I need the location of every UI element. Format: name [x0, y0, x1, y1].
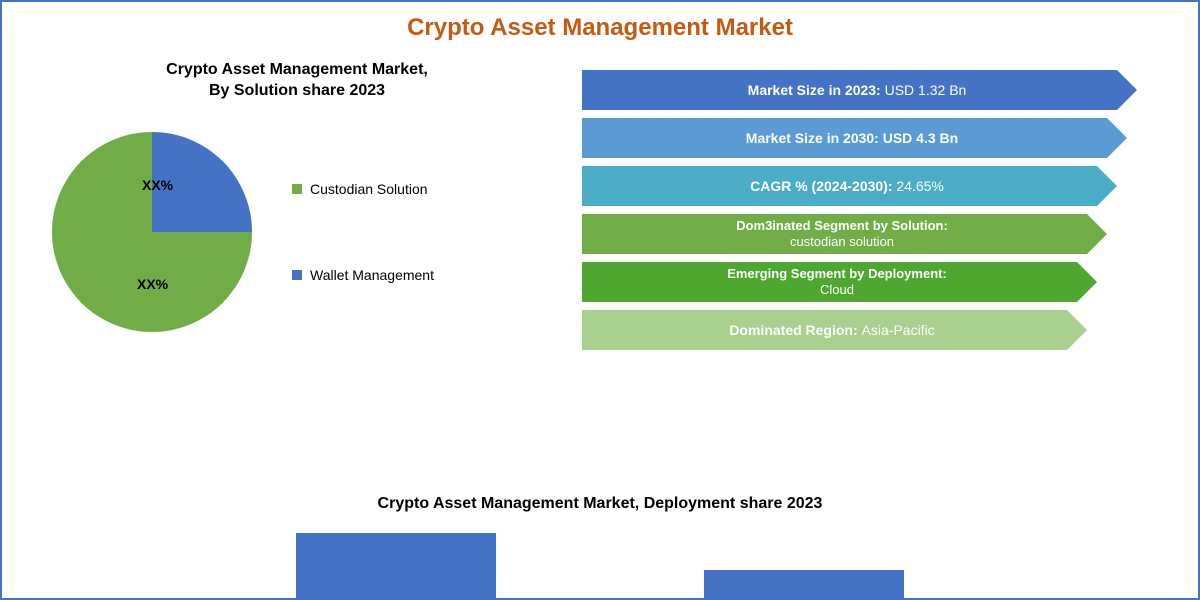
bar — [296, 533, 496, 598]
arrow-head-icon — [1067, 310, 1087, 350]
pie-chart-title: Crypto Asset Management Market, By Solut… — [42, 60, 552, 102]
metric-body: Dom3inated Segment by Solution:custodian… — [582, 214, 1087, 254]
metric-row: Dominated Region: Asia-Pacific — [582, 310, 1152, 350]
metric-row: Market Size in 2030: USD 4.3 Bn — [582, 118, 1152, 158]
metric-text: CAGR % (2024-2030): 24.65% — [750, 178, 944, 195]
metric-row: Emerging Segment by Deployment:Cloud — [582, 262, 1152, 302]
arrow-head-icon — [1107, 118, 1127, 158]
pie-legend: Custodian Solution Wallet Management — [292, 181, 434, 283]
pie-svg — [42, 122, 262, 342]
pie-area: XX% XX% Custodian Solution Wallet Manage… — [42, 122, 552, 342]
bar-chart-panel: Crypto Asset Management Market, Deployme… — [2, 495, 1198, 598]
metric-value: Cloud — [820, 282, 854, 298]
metric-body: Market Size in 2030: USD 4.3 Bn — [582, 118, 1107, 158]
metric-body: CAGR % (2024-2030): 24.65% — [582, 166, 1097, 206]
legend-custodian: Custodian Solution — [292, 181, 434, 197]
metric-body: Dominated Region: Asia-Pacific — [582, 310, 1067, 350]
pie-chart-panel: Crypto Asset Management Market, By Solut… — [22, 50, 572, 352]
bar-chart-title: Crypto Asset Management Market, Deployme… — [42, 495, 1158, 513]
metric-label: Emerging Segment by Deployment: — [727, 266, 947, 282]
metric-text: Market Size in 2030: USD 4.3 Bn — [746, 130, 958, 147]
metric-row: CAGR % (2024-2030): 24.65% — [582, 166, 1152, 206]
metric-text: Dominated Region: Asia-Pacific — [729, 322, 934, 339]
metric-row: Dom3inated Segment by Solution:custodian… — [582, 214, 1152, 254]
metric-label: Dom3inated Segment by Solution: — [736, 218, 948, 234]
legend-custodian-text: Custodian Solution — [310, 181, 428, 197]
main-title: Crypto Asset Management Market — [2, 2, 1198, 50]
metrics-panel: Market Size in 2023: USD 1.32 Bn Market S… — [572, 50, 1162, 352]
metric-text: Market Size in 2023: USD 1.32 Bn — [748, 82, 967, 99]
metric-body: Emerging Segment by Deployment:Cloud — [582, 262, 1077, 302]
arrow-head-icon — [1097, 166, 1117, 206]
metric-body: Market Size in 2023: USD 1.32 Bn — [582, 70, 1117, 110]
metric-value: custodian solution — [790, 234, 894, 250]
pie-wrap: XX% XX% — [42, 122, 262, 342]
swatch-wallet — [292, 270, 302, 280]
metric-row: Market Size in 2023: USD 1.32 Bn — [582, 70, 1152, 110]
arrow-head-icon — [1087, 214, 1107, 254]
bar — [704, 570, 904, 598]
swatch-custodian — [292, 184, 302, 194]
pie-label-wallet: XX% — [142, 177, 173, 193]
bars-container — [42, 528, 1158, 598]
pie-title-line1: Crypto Asset Management Market, — [166, 61, 428, 78]
arrow-head-icon — [1117, 70, 1137, 110]
pie-title-line2: By Solution share 2023 — [209, 82, 385, 99]
arrow-head-icon — [1077, 262, 1097, 302]
pie-label-custodian: XX% — [137, 276, 168, 292]
legend-wallet-text: Wallet Management — [310, 267, 434, 283]
legend-wallet: Wallet Management — [292, 267, 434, 283]
content-area: Crypto Asset Management Market, By Solut… — [2, 50, 1198, 352]
